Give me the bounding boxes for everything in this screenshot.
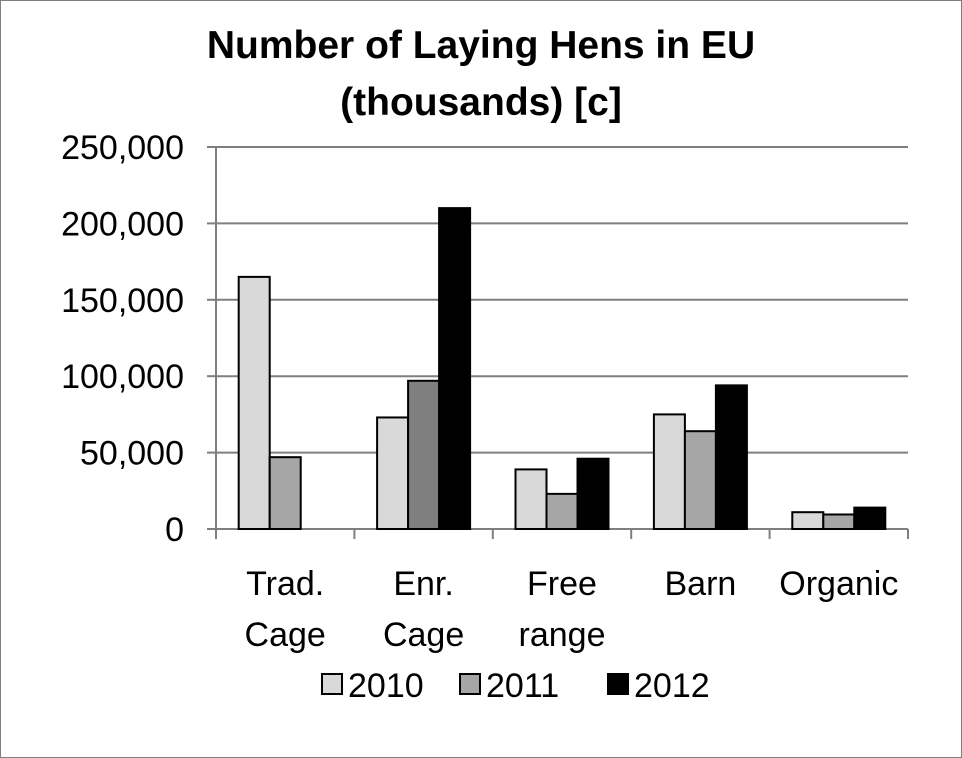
bar xyxy=(545,492,579,530)
bar xyxy=(576,457,610,531)
y-tick-label: 50,000 xyxy=(80,435,184,473)
legend-label: 2010 xyxy=(348,667,424,705)
x-tick-label: Organic xyxy=(779,565,898,603)
bar xyxy=(791,511,825,531)
bar xyxy=(514,468,548,530)
legend-swatch xyxy=(321,673,343,695)
bar xyxy=(683,430,717,531)
x-tick-label: Enr. xyxy=(393,565,453,603)
bar xyxy=(268,456,302,530)
legend-swatch xyxy=(607,673,629,695)
legend-label: 2011 xyxy=(486,667,559,705)
y-tick-label: 150,000 xyxy=(61,282,184,320)
x-tick-label: Barn xyxy=(664,565,736,603)
y-tick-label: 200,000 xyxy=(61,205,184,243)
x-tick-label: Cage xyxy=(383,616,464,654)
x-tick-label: Trad. xyxy=(246,565,324,603)
chart-title-line-1: Number of Laying Hens in EU xyxy=(206,24,756,67)
bar xyxy=(714,384,748,531)
bar xyxy=(822,513,856,531)
bar xyxy=(853,506,887,531)
chart-title-line-2: (thousands) [c] xyxy=(340,81,622,124)
y-tick-label: 100,000 xyxy=(61,358,184,396)
bar xyxy=(652,413,686,530)
bar xyxy=(407,379,441,530)
bar xyxy=(438,207,472,530)
x-tick-label: Cage xyxy=(245,616,326,654)
bar xyxy=(237,275,271,530)
x-tick-label: Free xyxy=(527,565,597,603)
x-tick-label: range xyxy=(519,616,606,654)
bar xyxy=(376,416,410,530)
y-tick-label: 250,000 xyxy=(61,129,184,167)
legend-label: 2012 xyxy=(634,667,710,705)
legend-swatch xyxy=(459,673,481,695)
y-tick-label: 0 xyxy=(165,511,184,549)
